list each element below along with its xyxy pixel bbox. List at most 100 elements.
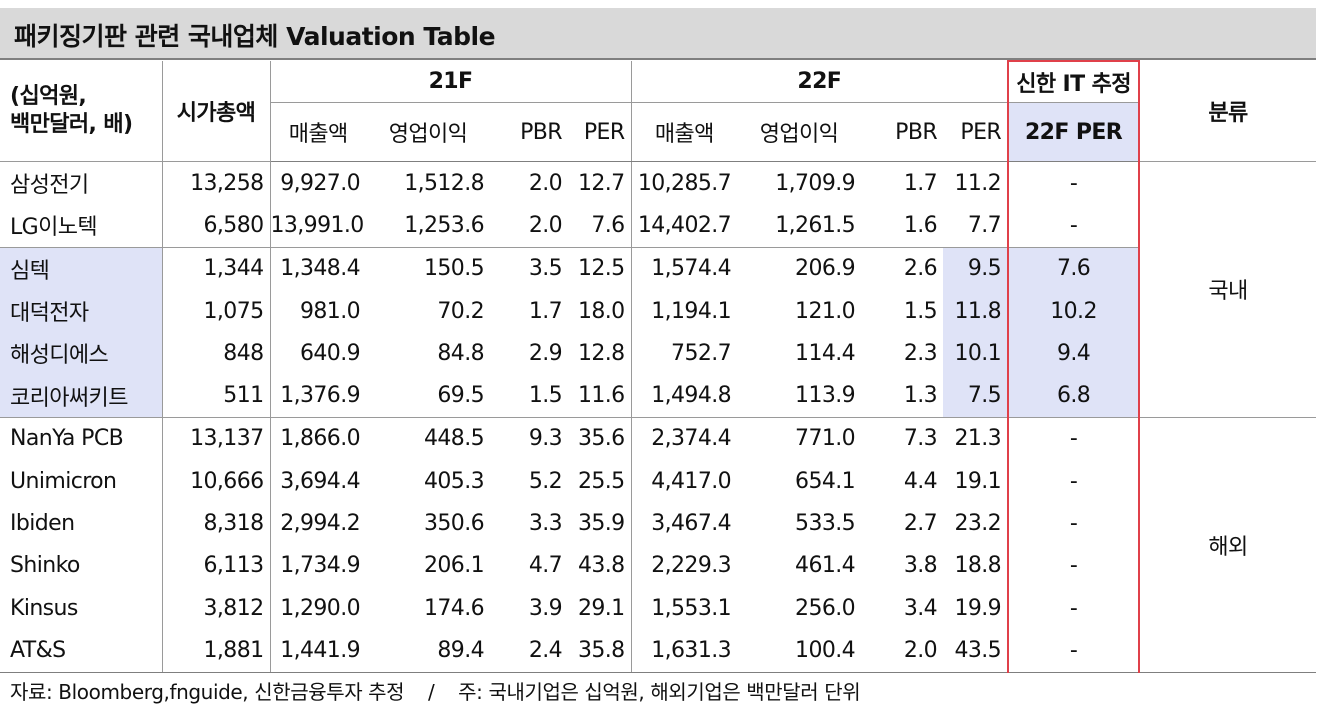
per-22f: 23.2	[954, 511, 1002, 537]
estimate-per: -	[1007, 502, 1141, 545]
col-pbr-22f: PBR	[861, 102, 944, 162]
market-cap: 13,258	[161, 161, 270, 205]
col-op-22f: 영업이익	[737, 102, 862, 162]
company-name: Shinko	[10, 553, 80, 579]
category-domestic: 국내	[1138, 161, 1317, 418]
market-cap: 1,075	[161, 289, 270, 333]
op-21f: 1,253.6	[366, 204, 490, 248]
sales-22f: 1,553.1	[630, 586, 738, 630]
sales-21f: 9,927.0	[269, 161, 366, 205]
op-21f: 448.5	[424, 426, 485, 452]
per-21f: 25.5	[577, 468, 625, 494]
table-title: 패키징기판 관련 국내업체 Valuation Table	[14, 22, 496, 51]
sales-22f: 2,229.3	[630, 544, 738, 587]
per-21f: 29.1	[577, 595, 625, 621]
per-22f: 19.9	[954, 595, 1002, 621]
op-22f: 114.4	[795, 340, 856, 366]
op-21f: 69.5	[366, 374, 490, 418]
sales-22f: 1,194.1	[630, 289, 738, 333]
table-row: 대덕전자 1,075 981.0 70.2 1.7 18.0 1,194.1 1…	[0, 289, 1316, 333]
sales-21f: 640.9	[269, 332, 366, 375]
sales-22f: 752.7	[630, 332, 738, 375]
col-pbr-21f: PBR	[490, 102, 568, 162]
pbr-21f: 2.0	[528, 170, 563, 196]
pbr-21f: 3.9	[528, 595, 563, 621]
per-22f: 19.1	[954, 468, 1002, 494]
col-estimate-per: 22F PER	[1007, 102, 1141, 162]
sales-21f: 981.0	[269, 289, 366, 333]
period-21f-header: 21F	[269, 61, 632, 103]
company-name: 대덕전자	[0, 289, 162, 333]
pbr-22f: 4.4	[903, 468, 938, 494]
per-22f: 7.7	[943, 204, 1009, 248]
sales-21f: 1,866.0	[269, 417, 366, 461]
pbr-21f: 5.2	[528, 468, 563, 494]
op-22f: 533.5	[795, 511, 856, 537]
per-22f: 11.2	[954, 170, 1002, 196]
pbr-21f: 2.4	[490, 629, 568, 673]
table-row: Ibiden 8,318 2,994.2 350.6 3.3 35.9 3,46…	[0, 502, 1316, 545]
sales-22f: 14,402.7	[630, 204, 738, 248]
pbr-21f: 1.7	[528, 298, 563, 324]
unit-line-1: (십억원,	[10, 84, 87, 109]
source-note: 자료: Bloomberg,fnguide, 신한금융투자 추정 / 주: 국내…	[10, 680, 861, 704]
sales-22f: 1,631.3	[630, 629, 738, 673]
pbr-22f: 2.0	[861, 629, 944, 673]
per-21f: 7.6	[568, 204, 632, 248]
market-cap: 3,812	[161, 586, 270, 630]
per-21f: 35.8	[568, 629, 632, 673]
sales-21f: 3,694.4	[269, 460, 366, 503]
title-bar: 패키징기판 관련 국내업체 Valuation Table	[0, 8, 1316, 60]
category-overseas: 해외	[1138, 417, 1317, 673]
op-22f: 206.9	[795, 256, 856, 282]
sales-22f: 10,285.7	[630, 161, 738, 205]
sales-22f: 4,417.0	[630, 460, 738, 503]
sales-21f: 1,290.0	[269, 586, 366, 630]
pbr-21f: 3.5	[528, 256, 563, 282]
company-name: LG이노텍	[0, 204, 162, 248]
per-21f: 12.7	[577, 170, 625, 196]
sales-21f: 1,441.9	[269, 629, 366, 673]
market-cap: 1,881	[161, 629, 270, 673]
sales-21f: 1,376.9	[269, 374, 366, 418]
pbr-22f: 1.3	[861, 374, 944, 418]
pbr-22f: 2.6	[903, 256, 938, 282]
estimate-per: 7.6	[1007, 247, 1141, 290]
table-row: 코리아써키트 511 1,376.9 69.5 1.5 11.6 1,494.8…	[0, 374, 1316, 418]
market-cap: 511	[161, 374, 270, 418]
sales-22f: 2,374.4	[630, 417, 738, 461]
op-21f: 84.8	[437, 340, 484, 366]
sales-22f: 1,494.8	[630, 374, 738, 418]
per-22f: 21.3	[954, 426, 1002, 452]
per-21f: 12.5	[577, 256, 625, 282]
pbr-22f: 2.3	[903, 340, 938, 366]
op-22f: 256.0	[795, 595, 856, 621]
per-21f: 12.8	[577, 340, 625, 366]
pbr-22f: 1.7	[903, 170, 938, 196]
op-21f: 174.6	[424, 595, 485, 621]
per-21f: 18.0	[577, 298, 625, 324]
pbr-21f: 4.7	[528, 553, 563, 579]
valuation-table: (십억원, 백만달러, 배) 시가총액 21F 22F 신한 IT 추정 분류 …	[0, 60, 1317, 673]
col-sales-21f: 매출액	[269, 102, 366, 162]
company-name: NanYa PCB	[10, 426, 124, 452]
op-21f: 70.2	[437, 298, 484, 324]
pbr-22f: 3.8	[903, 553, 938, 579]
unit-header: (십억원, 백만달러, 배)	[0, 61, 162, 162]
per-22f: 18.8	[954, 553, 1002, 579]
table-row: 심텍 1,344 1,348.4 150.5 3.5 12.5 1,574.4 …	[0, 247, 1316, 290]
sales-21f: 13,991.0	[269, 204, 366, 248]
estimate-per: -	[1007, 161, 1141, 205]
table-row: Unimicron 10,666 3,694.4 405.3 5.2 25.5 …	[0, 460, 1316, 503]
op-22f: 100.4	[737, 629, 862, 673]
op-22f: 654.1	[795, 468, 856, 494]
period-22f-header: 22F	[630, 61, 1009, 103]
op-22f: 771.0	[795, 426, 856, 452]
table-row: LG이노텍 6,580 13,991.0 1,253.6 2.0 7.6 14,…	[0, 204, 1316, 248]
estimate-per: -	[1007, 629, 1141, 673]
unit-line-2: 백만달러, 배)	[10, 112, 133, 137]
per-21f: 43.8	[577, 553, 625, 579]
pbr-22f: 7.3	[903, 426, 938, 452]
estimate-per: 10.2	[1007, 289, 1141, 333]
